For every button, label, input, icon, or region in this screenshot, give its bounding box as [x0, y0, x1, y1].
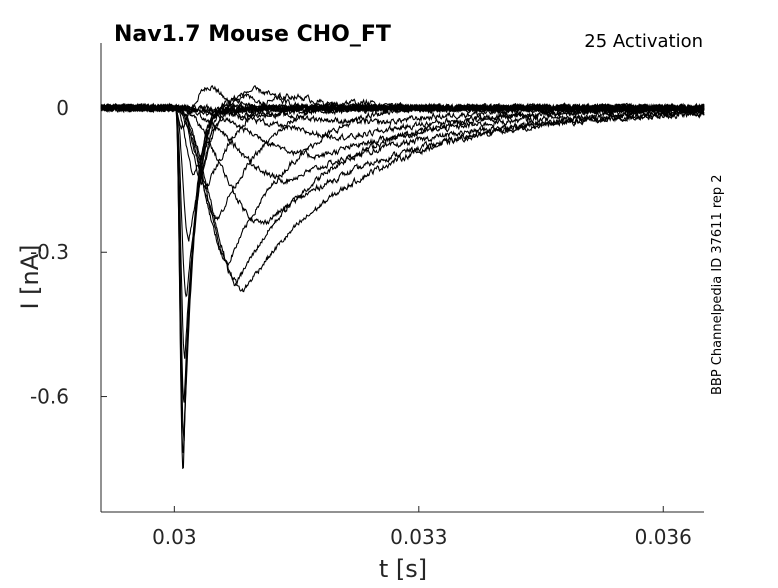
side-label: BBP Channelpedia ID 37611 rep 2 — [710, 174, 725, 395]
trace-9 — [100, 85, 705, 176]
x-tick-label: 0.03 — [152, 525, 197, 549]
x-axis-label: t [s] — [379, 555, 427, 583]
y-tick-label: -0.6 — [30, 385, 69, 409]
trace-20 — [100, 102, 705, 119]
y-tick-label: 0 — [56, 96, 69, 120]
trace-15 — [100, 103, 705, 226]
chart-subtitle: 25 Activation — [584, 31, 703, 52]
chart-title: Nav1.7 Mouse CHO_FT — [114, 22, 391, 47]
trace-16 — [100, 103, 705, 185]
y-axis-label: I [nA] — [16, 244, 44, 309]
axes: 0.03 0.033 0.036 0 -0.3 -0.6 — [30, 43, 704, 549]
trace-12 — [100, 103, 705, 266]
y-tick-label: -0.3 — [30, 240, 69, 264]
traces — [100, 84, 705, 470]
x-tick-label: 0.036 — [635, 525, 692, 549]
x-tick-label: 0.033 — [390, 525, 447, 549]
